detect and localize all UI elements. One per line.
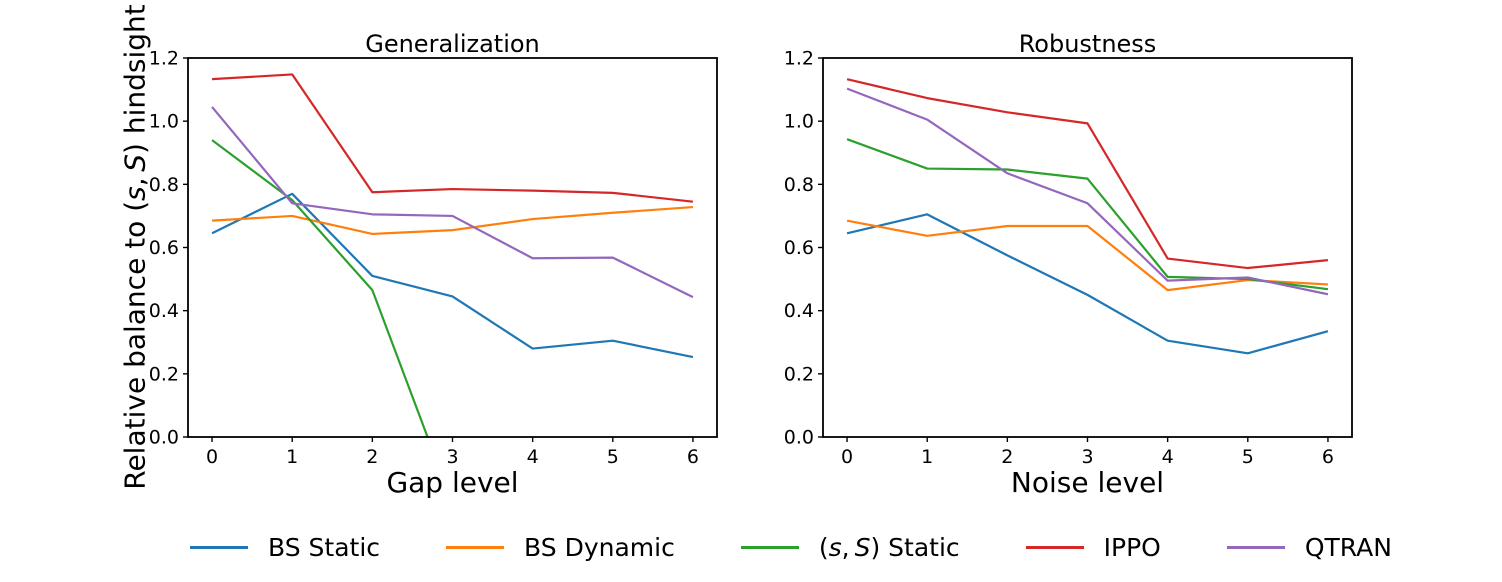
legend-label-s-s-static: (s, S) Static: [818, 532, 960, 562]
legend-item-qtran: QTRAN: [1226, 532, 1392, 562]
x-axis-label: Noise level: [1011, 466, 1164, 498]
chart-title: Robustness: [1019, 30, 1157, 58]
x-tick-label-5: 5: [607, 446, 619, 468]
y-tick-label-1: 0.2: [149, 363, 179, 385]
y-tick-label-6: 1.2: [784, 48, 814, 70]
legend-item-ippo: IPPO: [1025, 532, 1161, 562]
legend-label-ippo: IPPO: [1103, 532, 1161, 562]
line-s-s-static: [846, 138, 1329, 291]
x-tick-label-2: 2: [1001, 446, 1013, 468]
x-tick-label-6: 6: [1322, 446, 1334, 468]
plot-frame: [187, 57, 718, 438]
legend-item-s-s-static: (s, S) Static: [740, 532, 960, 562]
y-tick-label-3: 0.6: [784, 237, 814, 259]
line-ippo: [211, 73, 694, 203]
x-tick-label-5: 5: [1242, 446, 1254, 468]
line-bs-dynamic: [211, 205, 694, 236]
generalization-plot-svg: Generalization 0.0 0.2 0.4 0.6 0.8 1.0 1.2 0 1 2 3 4…: [149, 30, 718, 498]
line-bs-static: [211, 192, 694, 359]
y-tick-label-1: 0.2: [784, 363, 814, 385]
plot-frame: [822, 57, 1353, 438]
line-bs-static: [846, 213, 1329, 355]
x-tick-label-6: 6: [687, 446, 699, 468]
y-tick-label-0: 0.0: [784, 427, 814, 449]
x-tick-label-0: 0: [841, 446, 853, 468]
legend-line-ippo: [1025, 545, 1084, 549]
legend-line-qtran: [1226, 545, 1285, 549]
legend-label-qtran: QTRAN: [1304, 532, 1392, 562]
x-axis-label: Gap level: [386, 466, 518, 498]
y-tick-label-4: 0.8: [149, 174, 179, 196]
line-s-s-static: [211, 139, 429, 437]
robustness-plot-svg: Robustness 0.0 0.2 0.4 0.6 0.8 1.0 1.2 0 1 2 3 4 5 6 No…: [784, 30, 1353, 498]
y-tick-label-0: 0.0: [149, 427, 179, 449]
y-tick-label-5: 1.0: [784, 111, 814, 133]
chart-title: Generalization: [365, 30, 540, 58]
x-tick-label-1: 1: [921, 446, 933, 468]
line-qtran: [846, 87, 1329, 296]
legend-line-bs-static: [190, 545, 249, 549]
legend-item-bs-static: BS Static: [190, 533, 380, 562]
legend-line-s-s-static: [740, 545, 799, 549]
legend-label-bs-dynamic: BS Dynamic: [524, 532, 675, 562]
y-tick-label-4: 0.8: [784, 174, 814, 196]
x-tick-label-0: 0: [206, 446, 218, 468]
x-tick-label-2: 2: [366, 446, 378, 468]
x-tick-label-4: 4: [1162, 446, 1174, 468]
x-tick-label-3: 3: [446, 446, 458, 468]
x-tick-label-1: 1: [286, 446, 298, 468]
y-tick-label-6: 1.2: [149, 48, 179, 70]
legend-line-bs-dynamic: [446, 545, 505, 549]
x-tick-label-3: 3: [1081, 446, 1093, 468]
y-tick-label-3: 0.6: [149, 237, 179, 259]
legend-item-bs-dynamic: BS Dynamic: [446, 533, 675, 562]
y-tick-label-5: 1.0: [149, 111, 179, 133]
y-tick-label-2: 0.4: [784, 300, 814, 322]
line-ippo: [846, 78, 1329, 270]
y-tick-label-2: 0.4: [149, 300, 179, 322]
chart-legend: BS Static BS Dynamic (s, S) Static IPPO QTRA…: [0, 524, 1502, 570]
legend-label-bs-static: BS Static: [268, 532, 381, 562]
x-tick-label-4: 4: [527, 446, 539, 468]
line-qtran: [211, 106, 694, 299]
chart-robustness: Robustness 0.0 0.2 0.4 0.6 0.8 1.0 1.2 0 1 2 3 4 5 6 No…: [765, 18, 1385, 498]
chart-generalization: Generalization 0.0 0.2 0.4 0.6 0.8 1.0 1.2 0 1 2 3 4…: [130, 18, 750, 498]
